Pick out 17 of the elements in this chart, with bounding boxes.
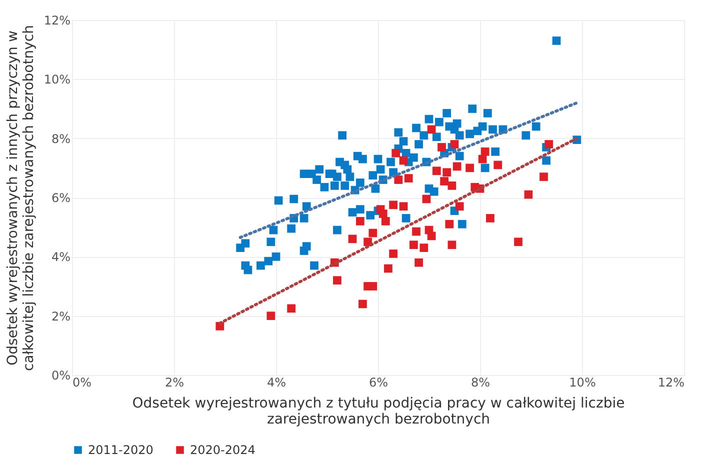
x-tick-label: 12%: [658, 376, 684, 390]
x-tick-label: 8%: [470, 376, 490, 390]
y-tick-label: 12%: [44, 14, 70, 28]
x-tick-label: 6%: [368, 376, 388, 390]
x-axis-title: Odsetek wyrejestrowanych z tytułu podjęcia pracy w całkowitej liczbie zarejestrowanych bezrobotnych: [132, 396, 625, 428]
x-tick-label: 2%: [164, 376, 184, 390]
x-tick-label: 4%: [266, 376, 286, 390]
y-tick-label: 4%: [51, 250, 70, 264]
x-tick-label: 0%: [72, 376, 92, 390]
y-tick-label: 2%: [51, 309, 70, 324]
y-tick-label: 8%: [51, 132, 70, 146]
y-axis-title: Odsetek wyrejestrowanych z innych przyczyn w całkowitej liczbie zarejestrowanych bezrobotnych: [4, 25, 37, 371]
y-tick-label: 6%: [51, 191, 70, 205]
legend-label: 2020-2024: [190, 443, 256, 457]
y-tick-label: 10%: [44, 72, 70, 87]
legend-label: 2011-2020: [88, 443, 154, 457]
x-tick-label: 10%: [569, 376, 596, 390]
